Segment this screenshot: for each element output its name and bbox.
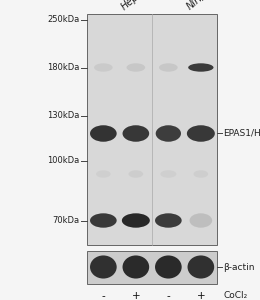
Ellipse shape [159,63,178,72]
Text: 70kDa: 70kDa [52,216,79,225]
Ellipse shape [187,125,215,142]
Ellipse shape [190,213,212,228]
Text: NIH/3T3: NIH/3T3 [185,0,221,12]
Ellipse shape [122,125,149,142]
Ellipse shape [96,170,111,178]
Text: 250kDa: 250kDa [47,15,79,24]
Text: CoCl₂: CoCl₂ [224,291,248,300]
Ellipse shape [90,213,117,228]
Ellipse shape [122,256,149,278]
Text: 100kDa: 100kDa [47,156,79,165]
Ellipse shape [160,170,176,178]
Ellipse shape [90,256,117,278]
Text: 130kDa: 130kDa [47,111,79,120]
Text: -: - [166,291,170,300]
Ellipse shape [155,256,182,278]
Ellipse shape [128,170,143,178]
Ellipse shape [187,256,214,278]
Text: +: + [132,291,140,300]
Bar [87,250,217,284]
Text: +: + [197,291,205,300]
Ellipse shape [193,170,208,178]
Text: -: - [101,291,105,300]
Text: HepG2: HepG2 [120,0,152,12]
Text: 180kDa: 180kDa [47,63,79,72]
Ellipse shape [94,63,113,72]
Ellipse shape [156,125,181,142]
Ellipse shape [188,63,213,72]
Ellipse shape [155,213,182,228]
Bar [87,14,217,244]
Ellipse shape [122,213,150,228]
Ellipse shape [90,125,117,142]
Text: β-actin: β-actin [224,262,255,272]
Ellipse shape [127,63,145,72]
Text: EPAS1/HIF2α: EPAS1/HIF2α [224,129,260,138]
